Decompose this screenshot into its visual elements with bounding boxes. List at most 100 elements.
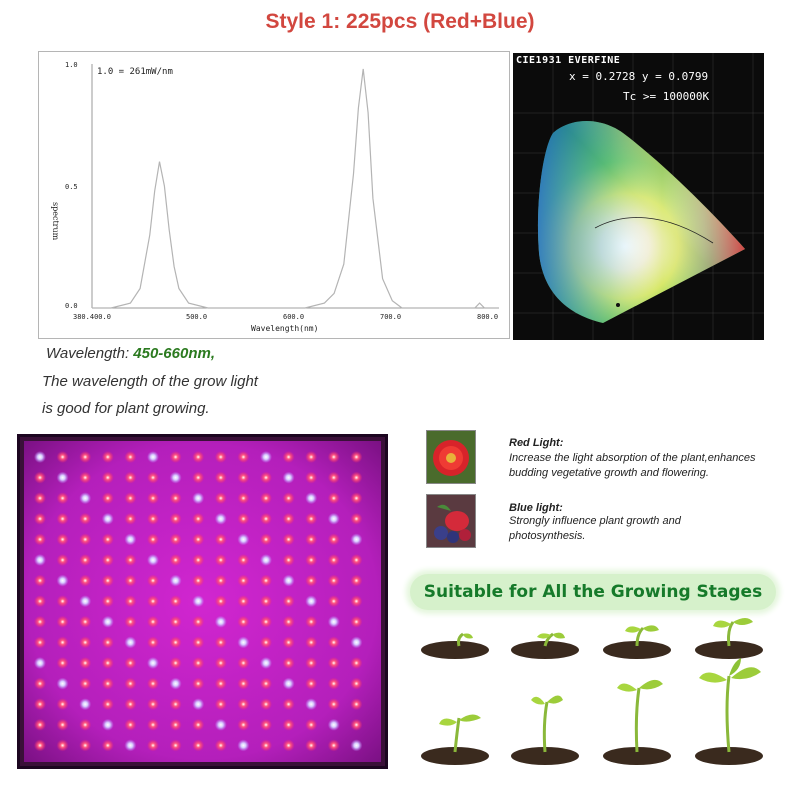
led-red	[34, 739, 46, 752]
led-red	[350, 471, 363, 484]
led-red	[282, 595, 295, 608]
led-red	[237, 677, 250, 690]
blueberry-shape	[447, 531, 459, 543]
led-red	[34, 512, 46, 525]
soil-mound	[421, 641, 489, 659]
x-tick-label: 500.0	[186, 313, 207, 321]
cie-coordinates: x = 0.2728 y = 0.0799	[569, 70, 709, 83]
wavelength-value: 450-660nm,	[133, 345, 215, 362]
led-red	[169, 554, 182, 566]
led-red	[350, 492, 363, 505]
led-red	[56, 718, 69, 731]
sprout-leaf	[699, 672, 727, 683]
cie-title: CIE1931 EVERFINE	[516, 55, 621, 66]
sprout-leaf	[729, 658, 741, 676]
led-blue	[237, 636, 250, 649]
sprout-leaf	[537, 633, 551, 639]
soil-mound	[695, 747, 763, 765]
led-blue	[124, 739, 137, 752]
red-flower-center	[446, 453, 456, 463]
led-red	[214, 657, 227, 669]
led-red	[34, 471, 46, 484]
led-red	[79, 636, 92, 649]
sprout-stage-7	[603, 679, 671, 765]
led-red	[237, 657, 250, 669]
sprout-stem	[542, 701, 549, 753]
led-blue	[147, 554, 159, 566]
led-blue	[147, 451, 159, 463]
y-tick-label: 0.0	[65, 302, 78, 310]
led-red	[34, 615, 46, 628]
led-red	[101, 471, 114, 484]
led-red	[260, 574, 272, 587]
led-red	[169, 451, 182, 463]
led-red	[237, 718, 250, 731]
led-red	[260, 512, 272, 525]
soil-mound	[603, 747, 671, 765]
soil-mound	[695, 641, 763, 659]
sprout-leaf	[639, 679, 663, 690]
led-blue	[214, 512, 227, 525]
led-blue	[327, 718, 340, 731]
led-red	[34, 533, 46, 546]
led-red	[56, 657, 69, 669]
led-blue	[79, 698, 92, 711]
led-red	[147, 698, 159, 711]
led-red	[34, 677, 46, 690]
red-flower-thumbnail	[426, 430, 476, 484]
led-blue	[260, 451, 272, 463]
led-grid	[34, 451, 363, 752]
led-red	[56, 533, 69, 546]
x-tick-label: 380.400.0	[73, 313, 111, 321]
sprout-leaf	[439, 718, 457, 726]
led-red	[237, 451, 250, 463]
led-red	[305, 615, 318, 628]
wavelength-description-1: The wavelength of the grow light	[42, 373, 258, 390]
led-red	[124, 512, 137, 525]
led-red	[101, 636, 114, 649]
led-red	[282, 492, 295, 505]
led-red	[192, 554, 205, 566]
led-red	[56, 698, 69, 711]
led-blue	[124, 636, 137, 649]
led-red	[350, 595, 363, 608]
led-blue	[101, 512, 114, 525]
led-blue	[101, 615, 114, 628]
spectrum-series-line	[92, 68, 499, 309]
led-red	[192, 657, 205, 669]
led-blue	[34, 554, 46, 566]
led-red	[327, 698, 340, 711]
led-red	[101, 739, 114, 752]
red-light-text: Increase the light absorption of the pla…	[509, 452, 756, 479]
sprout-stage-4	[695, 618, 763, 659]
soil-mound	[511, 747, 579, 765]
soil-mound	[603, 641, 671, 659]
led-blue	[79, 492, 92, 505]
growing-stages-illustration	[421, 618, 763, 765]
led-red	[101, 554, 114, 566]
led-red	[350, 677, 363, 690]
sprout-leaf	[625, 626, 641, 633]
led-red	[56, 636, 69, 649]
led-red	[56, 615, 69, 628]
led-panel-image	[17, 434, 388, 769]
led-red	[305, 636, 318, 649]
led-red	[169, 595, 182, 608]
led-blue	[237, 739, 250, 752]
y-tick-label: 0.5	[65, 183, 78, 191]
led-red	[282, 718, 295, 731]
led-red	[147, 471, 159, 484]
led-red	[260, 739, 272, 752]
led-red	[305, 718, 318, 731]
led-red	[327, 492, 340, 505]
sprout-leaf	[643, 625, 659, 632]
led-blue	[350, 636, 363, 649]
led-red	[282, 739, 295, 752]
led-blue	[79, 595, 92, 608]
led-blue	[305, 492, 318, 505]
led-red	[34, 718, 46, 731]
led-red	[169, 739, 182, 752]
led-red	[305, 677, 318, 690]
led-blue	[34, 451, 46, 463]
led-blue	[305, 698, 318, 711]
